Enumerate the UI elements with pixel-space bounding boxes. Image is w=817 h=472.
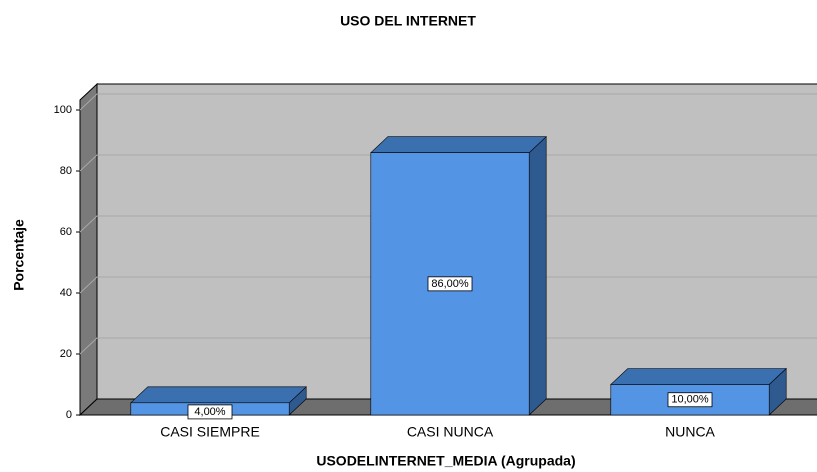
bar-top — [610, 368, 787, 385]
value-label-box — [427, 276, 473, 292]
x-axis-title: USODELINTERNET_MEDIA (Agrupada) — [316, 453, 575, 469]
grid-line — [79, 154, 817, 172]
grid-line — [79, 276, 817, 294]
y-axis-title: Porcentaje — [11, 219, 27, 291]
bar-side — [528, 136, 547, 416]
bar-top — [370, 136, 547, 153]
grid-line — [79, 337, 817, 355]
x-tick-label: CASI NUNCA — [407, 424, 494, 440]
bar-top — [130, 386, 307, 404]
value-label: 4,00% — [194, 406, 225, 418]
y-tick-label: 40 — [60, 287, 72, 299]
y-tick-label: 100 — [54, 104, 72, 116]
value-label: 86,00% — [431, 278, 469, 290]
value-label-box — [667, 392, 713, 408]
value-label-box — [187, 404, 233, 420]
y-tick-label: 20 — [60, 348, 72, 360]
left-wall — [79, 82, 98, 417]
grid-line — [79, 215, 817, 233]
value-label: 10,00% — [671, 394, 709, 406]
y-tick-label: 80 — [60, 165, 72, 177]
x-tick-label: NUNCA — [665, 424, 715, 440]
y-tick-label: 0 — [66, 409, 72, 421]
y-tick-label: 60 — [60, 226, 72, 238]
bar — [610, 367, 787, 416]
x-tick-label: CASI SIEMPRE — [160, 424, 260, 440]
bar — [370, 136, 547, 416]
grid-line — [79, 93, 817, 111]
chart-title: USO DEL INTERNET — [340, 13, 476, 29]
